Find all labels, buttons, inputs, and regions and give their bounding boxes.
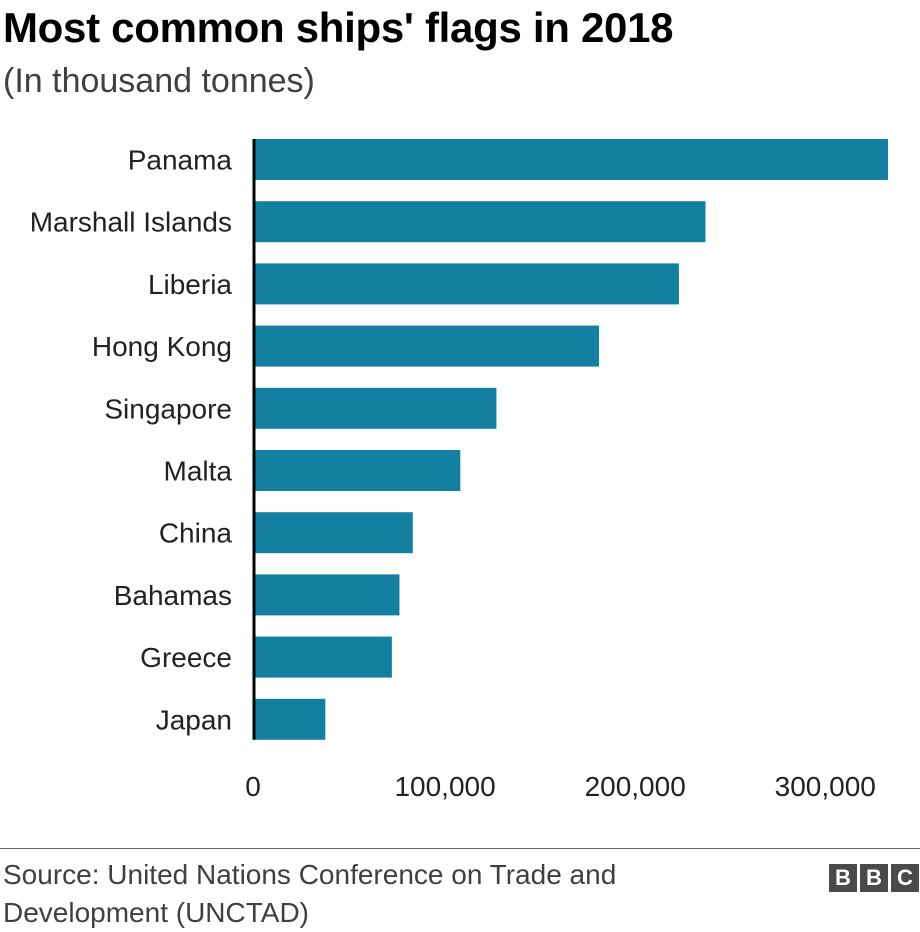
x-tick-label: 200,000 [585, 771, 686, 802]
bar [255, 698, 326, 740]
source-note: Source: United Nations Conference on Tra… [3, 859, 617, 928]
bar [255, 574, 400, 616]
bbc-logo-letter: C [891, 864, 919, 892]
bar-chart: Panama Marshall Islands Liberia Hong Kong Si… [30, 139, 888, 802]
bar [255, 512, 413, 554]
category-label: Singapore [104, 393, 232, 424]
category-label: Hong Kong [92, 331, 232, 362]
footer-divider [0, 848, 920, 849]
x-tick-label: 0 [245, 771, 261, 802]
category-label: Marshall Islands [30, 207, 232, 238]
x-tick-label: 100,000 [394, 771, 495, 802]
category-label: Bahamas [114, 580, 232, 611]
x-tick-label: 300,000 [775, 771, 876, 802]
category-label: Liberia [148, 269, 232, 300]
category-label: Panama [128, 145, 233, 176]
category-label: Greece [140, 642, 232, 673]
bbc-logo-letter: B [860, 864, 888, 892]
category-label: China [159, 518, 233, 549]
bar [255, 139, 888, 180]
category-label: Malta [164, 456, 233, 487]
bbc-logo-letter: B [829, 864, 857, 892]
bar [255, 263, 679, 305]
chart-title: Most common ships' flags in 2018 [3, 4, 674, 51]
bar [255, 387, 497, 429]
bbc-logo: B B C [829, 864, 919, 892]
bar [255, 201, 706, 243]
bar [255, 450, 461, 491]
chart-subtitle: (In thousand tonnes) [3, 62, 315, 100]
category-label: Japan [156, 704, 232, 735]
bar [255, 636, 392, 678]
bar [255, 325, 600, 367]
